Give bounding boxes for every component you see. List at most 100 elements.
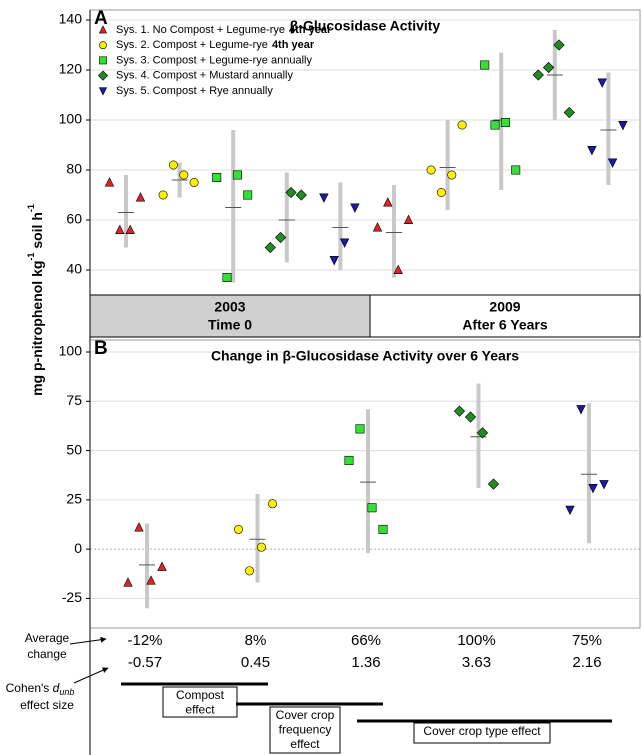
point: [480, 60, 490, 70]
legend-entry: Sys. 4. Compost + Mustard annually: [116, 70, 293, 82]
point: [97, 70, 109, 81]
effect-label: Compost: [176, 688, 225, 702]
point: [367, 503, 377, 513]
point: [319, 193, 329, 203]
y-tick-label: 100: [59, 111, 83, 127]
legend-entry: Sys. 3. Compost + Legume-rye annually: [116, 54, 312, 66]
y-label-superscript: -1: [26, 253, 36, 261]
point: [350, 203, 360, 213]
point: [264, 241, 276, 254]
point: [464, 411, 477, 423]
point: [542, 61, 555, 74]
point: [256, 542, 266, 552]
legend-name: Sys. 3. Compost + Legume-rye annually: [116, 54, 312, 66]
average-change-value: 75%: [572, 632, 602, 649]
effect-size-symbol: d: [53, 681, 60, 695]
y-tick-label: 120: [59, 61, 83, 77]
legend-suffix: 4th year: [272, 39, 315, 51]
group-label: 2009: [489, 299, 520, 315]
y-tick-label: 100: [59, 343, 83, 359]
effect-size-text: Cohen's: [6, 681, 53, 695]
effect-size-label: effect size: [20, 698, 74, 712]
point: [104, 177, 115, 187]
point: [245, 566, 255, 576]
y-axis-label: mg p-nitrophenol kg-1 soil h-1: [26, 204, 44, 396]
point: [168, 160, 178, 170]
effect-label: Cover crop type effect: [423, 724, 541, 738]
point: [329, 255, 339, 266]
legend-name: Sys. 2. Compost + Legume-rye: [116, 39, 268, 51]
point: [134, 522, 144, 532]
effect-size-value: 1.36: [351, 654, 380, 671]
average-change-value: 66%: [351, 632, 381, 649]
legend-entry: Sys. 1. No Compost + Legume-rye 4th year: [116, 24, 332, 36]
point: [99, 56, 107, 65]
point: [157, 561, 167, 571]
arrow: [73, 667, 109, 684]
point: [565, 505, 575, 516]
legend-suffix: 4th year: [289, 24, 332, 36]
effect-box: [269, 706, 341, 754]
effect-size-value: 2.16: [572, 654, 601, 671]
point: [476, 427, 489, 439]
point: [189, 178, 199, 188]
legend-name: Sys. 4. Compost + Mustard annually: [116, 70, 293, 82]
average-change-label: Average: [25, 631, 70, 645]
point: [457, 120, 467, 130]
effect-size-value: 3.63: [462, 654, 491, 671]
point: [576, 405, 586, 415]
panel-letter: B: [94, 338, 108, 359]
group-label: 2003: [214, 299, 245, 315]
point: [378, 524, 388, 534]
panel-title: Change in β-Glucosidase Activity over 6 …: [211, 348, 519, 364]
point: [511, 165, 521, 175]
point: [403, 214, 414, 224]
y-tick-label: 75: [66, 392, 82, 408]
y-tick-label: 140: [59, 11, 83, 27]
average-change-value: 8%: [245, 632, 267, 649]
point: [212, 173, 222, 183]
point: [487, 478, 500, 490]
point: [234, 524, 244, 534]
effect-size-subscript: unb: [59, 687, 74, 697]
average-change-value: 100%: [457, 632, 495, 649]
point: [274, 231, 287, 244]
point: [447, 170, 457, 180]
point: [146, 575, 156, 585]
point: [344, 455, 354, 465]
legend-name: Sys. 5. Compost + Rye annually: [116, 85, 273, 97]
point: [597, 78, 607, 88]
point: [135, 192, 146, 202]
panel-frame: [89, 9, 641, 296]
point: [618, 121, 628, 131]
point: [285, 186, 297, 199]
legend-entry: Sys. 5. Compost + Rye annually: [116, 85, 273, 97]
point: [99, 41, 107, 50]
y-tick-label: 40: [66, 261, 82, 277]
legend-name: Sys. 1. No Compost + Legume-rye: [116, 24, 285, 36]
point: [500, 118, 510, 128]
point: [490, 120, 500, 130]
point: [295, 189, 307, 201]
point: [607, 158, 618, 168]
point: [222, 272, 232, 282]
legend-entry: Sys. 2. Compost + Legume-rye 4th year: [116, 39, 315, 51]
point: [393, 264, 403, 275]
group-band: [369, 294, 641, 338]
y-label-superscript: -1: [26, 204, 36, 212]
group-band: [89, 294, 371, 338]
point: [372, 222, 383, 232]
panel-title: β-Glucosidase Activity: [290, 18, 441, 34]
point: [98, 87, 108, 96]
effect-label: effect: [185, 703, 215, 717]
point: [453, 405, 466, 417]
y-label-text: soil h: [29, 212, 45, 252]
point: [587, 146, 597, 156]
y-tick-label: 80: [66, 161, 82, 177]
y-label-text: mg p-nitrophenol kg: [29, 261, 45, 396]
effect-label: Cover crop: [276, 708, 335, 722]
point: [383, 197, 393, 207]
effect-size-label: Cohen's dunb: [6, 681, 75, 697]
point: [339, 238, 350, 248]
